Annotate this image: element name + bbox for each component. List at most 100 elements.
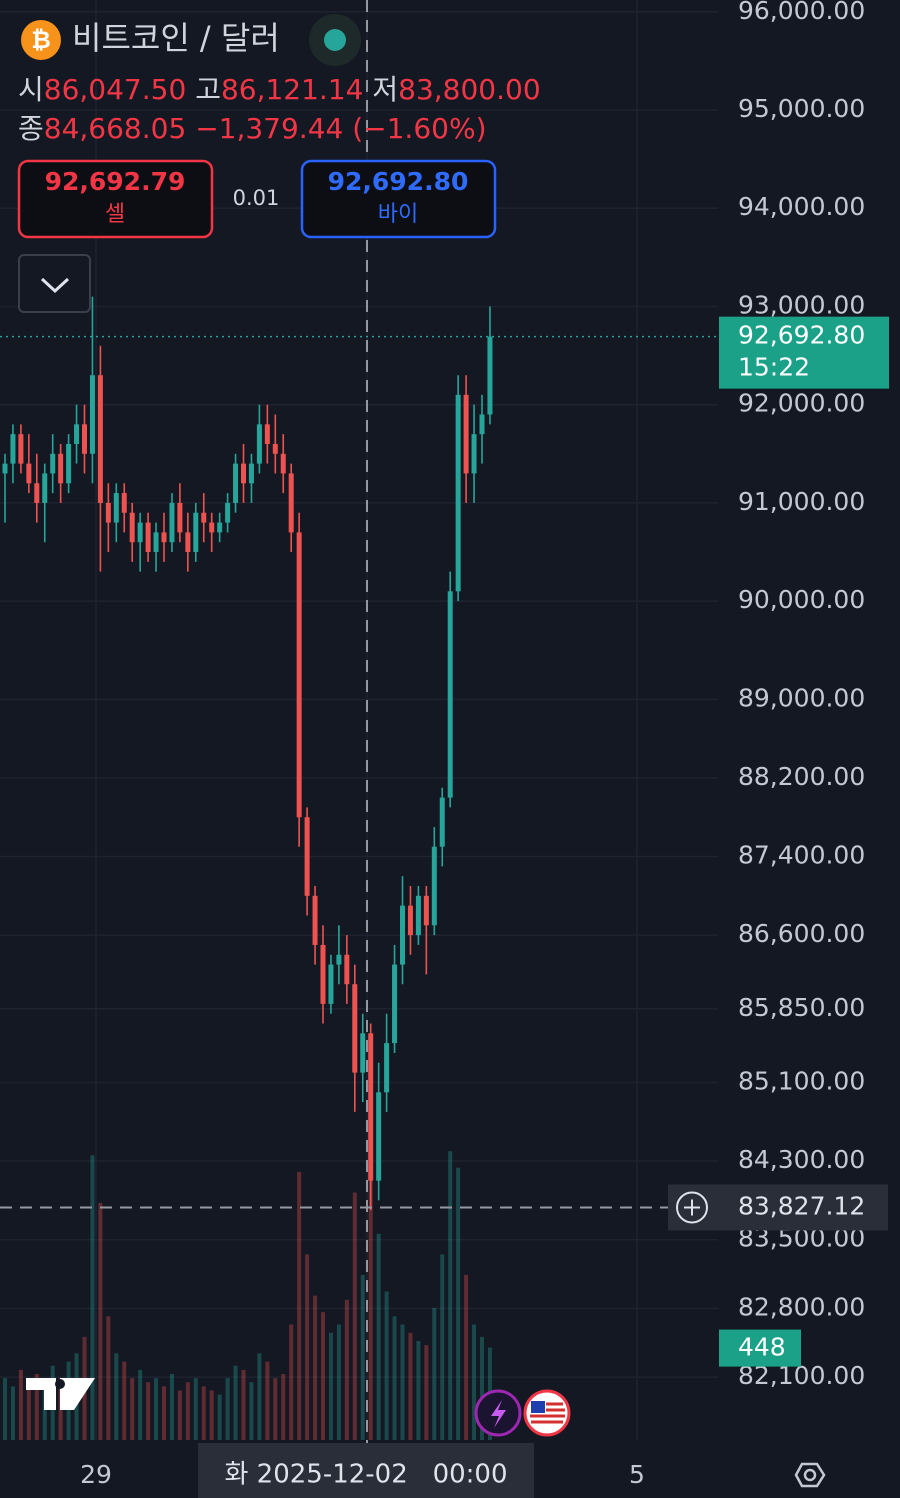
candle-body bbox=[368, 1033, 374, 1181]
y-tick-label: 84,300.00 bbox=[738, 1145, 865, 1174]
crosshair-price: 83,827.12 bbox=[738, 1191, 865, 1220]
market-status bbox=[324, 29, 346, 51]
volume-bar bbox=[328, 1332, 333, 1440]
close-line: 종84,668.05 −1,379.44 (−1.60%) bbox=[18, 112, 487, 145]
open-label: 시 bbox=[18, 73, 44, 106]
volume-bar bbox=[376, 1233, 381, 1440]
volume-bar bbox=[416, 1341, 421, 1440]
candle-body bbox=[97, 375, 103, 503]
volume-bar bbox=[360, 1275, 365, 1440]
candle-body bbox=[217, 522, 223, 533]
x-tick-label: 29 bbox=[80, 1460, 112, 1489]
volume-bar bbox=[297, 1171, 302, 1440]
candle-body bbox=[288, 473, 294, 533]
candle-body bbox=[479, 414, 485, 435]
candle-body bbox=[58, 453, 64, 484]
volume-bar bbox=[217, 1394, 222, 1440]
last-price-box bbox=[719, 316, 889, 389]
volume-bar bbox=[344, 1299, 349, 1440]
y-tick-label: 91,000.00 bbox=[738, 487, 865, 516]
volume-bar bbox=[185, 1382, 190, 1440]
volume-bar bbox=[90, 1155, 95, 1440]
candle-body bbox=[415, 895, 421, 936]
volume-bar bbox=[408, 1332, 413, 1440]
volume-bar bbox=[193, 1378, 198, 1440]
volume-bar bbox=[138, 1369, 143, 1440]
candle-body bbox=[2, 463, 8, 474]
flag-canton bbox=[531, 1401, 545, 1413]
candle-body bbox=[248, 463, 254, 484]
volume-bar bbox=[257, 1353, 262, 1440]
spread: 0.01 bbox=[233, 186, 280, 210]
flag-stripes bbox=[530, 1402, 565, 1424]
plus-icon bbox=[684, 1199, 700, 1216]
volume-bar bbox=[273, 1378, 278, 1440]
candle-body bbox=[384, 1043, 390, 1093]
candle-body bbox=[201, 512, 207, 523]
volume-bar bbox=[209, 1390, 214, 1440]
buy-price: 92,692.80 bbox=[328, 167, 469, 196]
buy-button[interactable] bbox=[300, 159, 497, 239]
y-tick-label: 89,000.00 bbox=[738, 683, 865, 712]
tradingview-logo bbox=[26, 1378, 95, 1410]
volume-bar bbox=[464, 1275, 469, 1440]
y-tick-label: 95,000.00 bbox=[738, 94, 865, 123]
candle-body bbox=[431, 846, 437, 926]
settings-icon[interactable] bbox=[794, 1462, 826, 1488]
candle-body bbox=[336, 954, 342, 965]
y-tick-label: 88,200.00 bbox=[738, 762, 865, 791]
chevron-icon bbox=[40, 277, 70, 294]
candle-body bbox=[312, 895, 318, 945]
candle-body bbox=[233, 463, 239, 503]
volume-bar bbox=[384, 1291, 389, 1440]
low-value: 83,800.00 bbox=[398, 73, 541, 106]
volume-bar bbox=[130, 1378, 135, 1440]
volume-bar bbox=[106, 1316, 111, 1440]
candle-body bbox=[400, 905, 405, 965]
candle-body bbox=[74, 424, 80, 444]
volume-bar bbox=[233, 1365, 238, 1440]
candle-body bbox=[423, 895, 429, 926]
candle-body bbox=[328, 964, 334, 1004]
volume-bar bbox=[201, 1386, 206, 1440]
candle-body bbox=[272, 443, 278, 454]
high-value: 86,121.14 bbox=[221, 73, 364, 106]
add-alert-button[interactable] bbox=[676, 1191, 708, 1224]
high-label: 고 bbox=[195, 73, 221, 106]
collapse-button[interactable] bbox=[18, 254, 91, 313]
candle-body bbox=[407, 905, 413, 936]
volume-bar bbox=[114, 1353, 119, 1440]
candle-body bbox=[280, 453, 286, 474]
bolt-icon bbox=[491, 1400, 506, 1428]
y-tick-label: 93,000.00 bbox=[738, 290, 865, 319]
candle-body bbox=[105, 502, 111, 523]
volume-bar bbox=[424, 1345, 429, 1440]
candle-body bbox=[360, 1033, 366, 1073]
sell-price: 92,692.79 bbox=[45, 167, 186, 196]
volume-bar bbox=[392, 1316, 397, 1440]
candle-body bbox=[193, 512, 199, 553]
volume-bar bbox=[169, 1374, 174, 1440]
candle-body bbox=[392, 964, 398, 1044]
candle-body bbox=[352, 984, 358, 1073]
last-price-label: 92,692.80 bbox=[738, 321, 865, 350]
candle-body bbox=[161, 532, 167, 543]
bitcoin-icon bbox=[21, 20, 61, 60]
candle-body bbox=[320, 944, 326, 1004]
sell-button[interactable] bbox=[17, 159, 214, 239]
y-tick-label: 87,400.00 bbox=[738, 841, 865, 870]
volume-bar bbox=[313, 1295, 318, 1440]
candle-body bbox=[225, 502, 231, 523]
countdown-label: 15:22 bbox=[738, 353, 810, 382]
close-label: 종 bbox=[18, 112, 44, 145]
y-tick-label: 96,000.00 bbox=[738, 0, 865, 25]
candle-body bbox=[137, 522, 143, 543]
candle-body bbox=[50, 453, 56, 474]
ohlc-line: 시86,047.50 고86,121.14 저83,800.00 bbox=[18, 73, 541, 106]
candle-body bbox=[256, 424, 262, 464]
buy-label: 바이 bbox=[378, 202, 418, 227]
candle-body bbox=[34, 483, 40, 503]
close-value: 84,668.05 bbox=[44, 112, 187, 145]
candle-body bbox=[153, 532, 159, 553]
